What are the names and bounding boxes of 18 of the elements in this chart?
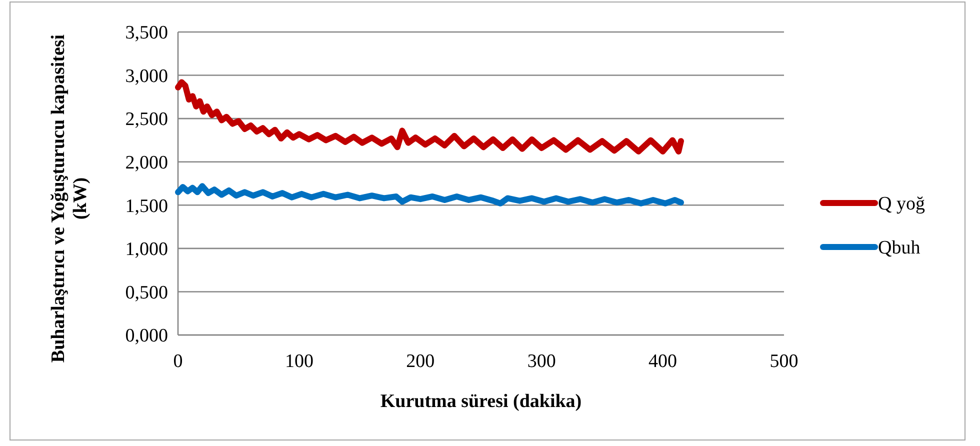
y-tick-label: 0,000: [125, 326, 168, 347]
legend-label: Q yoğ: [878, 194, 926, 215]
x-tick-label: 400: [648, 351, 678, 372]
x-axis-title: Kurutma süresi (dakika): [380, 391, 582, 412]
y-tick-label: 3,000: [125, 66, 168, 87]
x-tick-label: 0: [173, 351, 183, 372]
y-tick-label: 0,500: [125, 282, 168, 304]
y-tick-label: 3,500: [125, 22, 168, 44]
x-tick-label: 300: [527, 351, 556, 372]
y-axis-title: Buharlaştırıcı ve Yoğuşturucu kapasitesi (kW): [47, 33, 92, 365]
x-tick-label: 200: [406, 351, 435, 372]
y-tick-label: 1,000: [125, 239, 168, 260]
y-tick-label: 2,500: [125, 109, 168, 130]
x-tick-label: 100: [284, 351, 314, 372]
x-tick-label: 500: [770, 351, 798, 372]
y-tick-label: 1,500: [125, 196, 168, 217]
y-tick-label: 2,000: [125, 152, 168, 174]
legend-label: Qbuh: [878, 238, 921, 259]
